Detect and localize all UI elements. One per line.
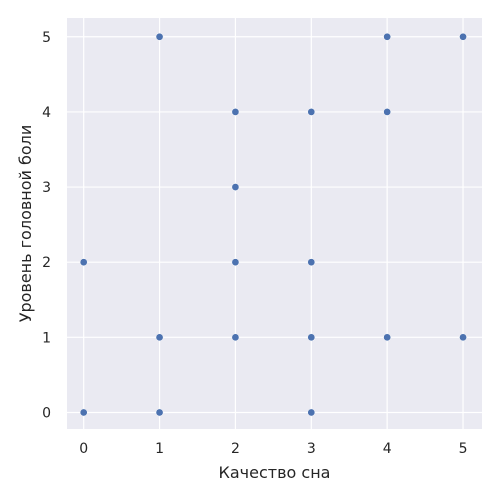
data-point (383, 32, 392, 41)
x-tick-label: 0 (79, 441, 88, 457)
data-point (155, 32, 164, 41)
y-tick-label: 2 (42, 255, 51, 271)
x-axis-title: Качество сна (219, 463, 331, 482)
data-point (231, 333, 240, 342)
data-point (459, 32, 467, 41)
data-point (79, 258, 88, 267)
x-tick-label: 5 (459, 441, 468, 457)
data-points (79, 32, 467, 417)
y-tick-labels: 0 1 2 3 4 5 (42, 30, 51, 422)
y-tick-label: 4 (42, 105, 51, 121)
data-point (231, 183, 240, 191)
data-point (307, 408, 316, 417)
y-tick-label: 3 (42, 180, 51, 196)
data-point (155, 333, 164, 342)
x-tick-label: 4 (383, 441, 392, 457)
data-point (459, 333, 467, 342)
data-point (79, 408, 88, 417)
data-point (307, 258, 316, 267)
y-tick-label: 5 (42, 30, 51, 46)
x-tick-label: 2 (231, 441, 240, 457)
y-axis-title: Уровень головной боли (16, 125, 35, 323)
data-point (307, 108, 316, 116)
data-point (383, 108, 392, 116)
y-tick-label: 0 (42, 405, 51, 421)
x-tick-label: 3 (307, 441, 316, 457)
data-point (231, 258, 240, 267)
grid (67, 18, 482, 429)
data-point (155, 408, 164, 417)
y-tick-label: 1 (42, 330, 51, 346)
x-tick-labels: 0 1 2 3 4 5 (79, 441, 467, 457)
x-tick-label: 1 (155, 441, 164, 457)
data-point (231, 108, 240, 116)
data-point (383, 333, 392, 342)
plot-area (67, 18, 482, 429)
data-point (307, 333, 316, 342)
